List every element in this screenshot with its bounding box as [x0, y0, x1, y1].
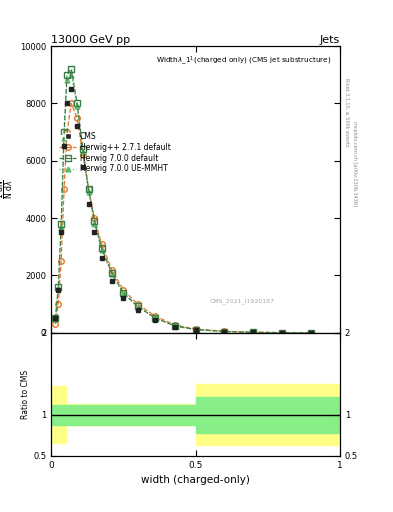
Text: Width$\lambda$_1$^1$(charged only) (CMS jet substructure): Width$\lambda$_1$^1$(charged only) (CMS …	[156, 55, 331, 68]
Y-axis label: Ratio to CMS: Ratio to CMS	[21, 370, 30, 419]
X-axis label: width (charged-only): width (charged-only)	[141, 475, 250, 485]
Y-axis label: $\frac{1}{\mathrm{N}}\frac{\mathrm{d}\mathrm{N}}{\mathrm{d}\lambda}$: $\frac{1}{\mathrm{N}}\frac{\mathrm{d}\ma…	[0, 179, 16, 200]
Text: 13000 GeV pp: 13000 GeV pp	[51, 35, 130, 45]
Legend: CMS, Herwig++ 2.7.1 default, Herwig 7.0.0 default, Herwig 7.0.0 UE-MMHT: CMS, Herwig++ 2.7.1 default, Herwig 7.0.…	[58, 130, 173, 175]
Text: mcplots.cern.ch [arXiv:1306.3436]: mcplots.cern.ch [arXiv:1306.3436]	[352, 121, 357, 206]
Text: Jets: Jets	[320, 35, 340, 45]
Text: Rivet 3.1.10, ≥ 500k events: Rivet 3.1.10, ≥ 500k events	[344, 78, 349, 147]
Text: CMS_2021_I1920187: CMS_2021_I1920187	[210, 298, 275, 304]
